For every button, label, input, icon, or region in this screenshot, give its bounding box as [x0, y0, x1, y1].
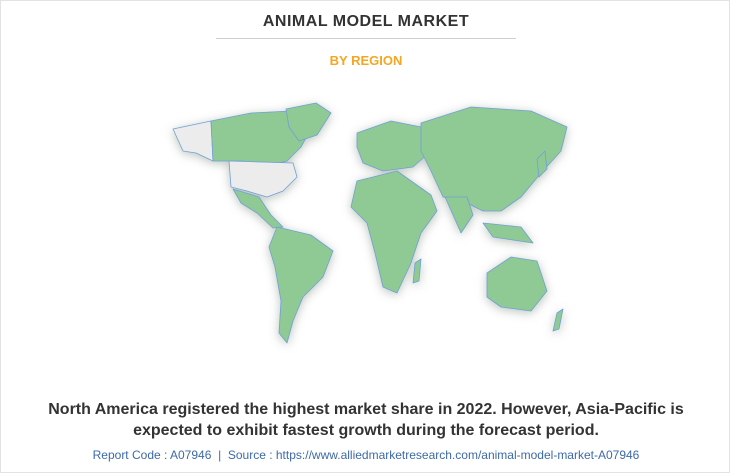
india — [444, 196, 474, 234]
divider — [216, 38, 516, 39]
description-line: expected to exhibit fastest growth durin… — [133, 422, 599, 439]
world-map — [172, 102, 568, 344]
madagascar — [412, 258, 422, 284]
japan — [536, 150, 548, 178]
europe — [356, 120, 432, 172]
usa — [228, 160, 298, 198]
central-america — [232, 188, 284, 229]
subtitle: BY REGION — [329, 53, 403, 68]
south-america — [268, 226, 334, 344]
greenland — [285, 102, 332, 142]
footer: Report Code : A07946 | Source : https://… — [1, 448, 730, 462]
report-code: Report Code : A07946 — [92, 448, 212, 462]
asia — [420, 106, 568, 212]
canada — [210, 110, 314, 168]
source: Source : https://www.alliedmarketresearc… — [227, 448, 640, 462]
separator: | — [218, 448, 222, 462]
australia — [486, 256, 548, 312]
description: North America registered the highest mar… — [1, 399, 730, 441]
description-line: North America registered the highest mar… — [48, 401, 684, 418]
new-zealand — [552, 308, 564, 332]
southeast-asia — [482, 222, 534, 244]
alaska — [172, 120, 214, 162]
africa — [350, 170, 438, 294]
title: ANIMAL MODEL MARKET — [262, 13, 470, 30]
